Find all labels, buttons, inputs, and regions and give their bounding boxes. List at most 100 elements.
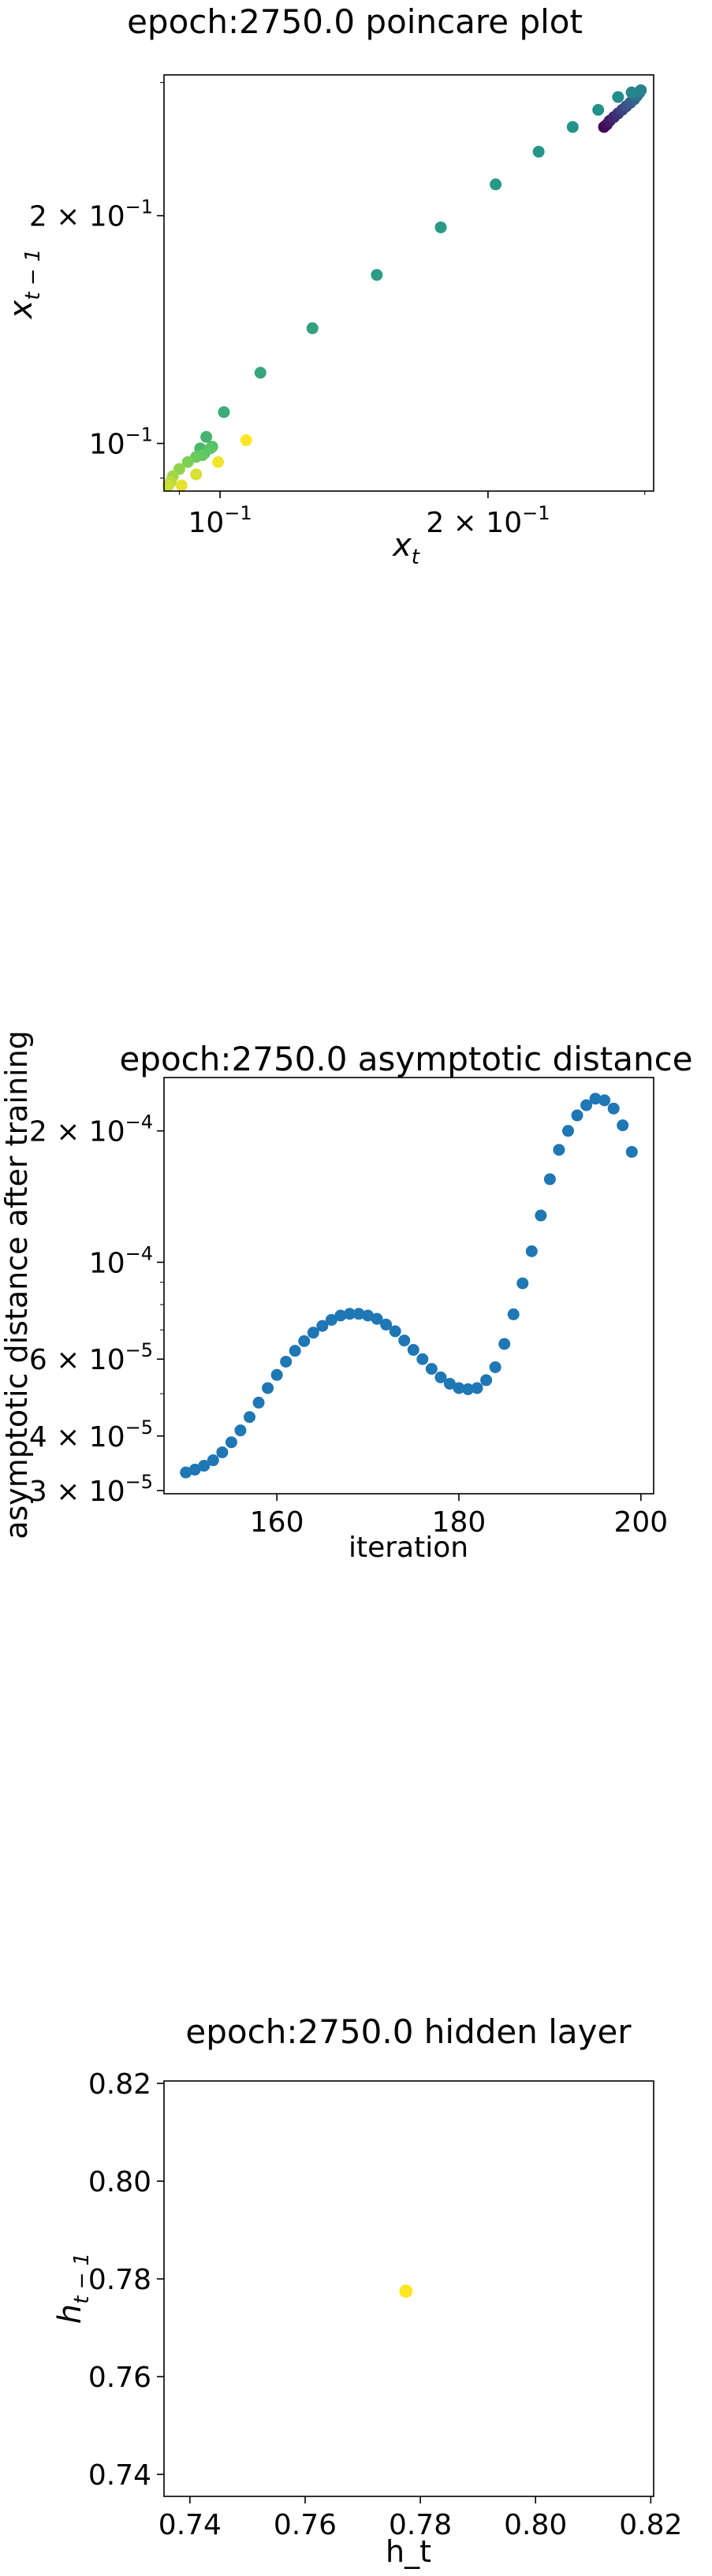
distance-point [589,1093,602,1105]
poincare-point [592,103,605,116]
distance-point [598,1094,611,1107]
poincare-point [204,442,217,455]
poincare-plot-y-label: xt − 1 [3,249,45,321]
distance-y-tick-label: 10−4 [89,1242,153,1279]
distance-point [507,1308,520,1320]
hidden-x-tick-label: 0.74 [158,2509,222,2541]
asymptotic-distance-y-ticks: 3 × 10−5 4 × 10−5 6 × 10−5 10−4 2 × 10−4 [29,1111,164,1508]
distance-point [325,1313,337,1326]
distance-x-tick-label: 180 [432,1506,486,1539]
hidden-x-tick-label: 0.80 [504,2509,567,2541]
poincare-point [218,406,230,419]
hidden-x-tick-label: 0.82 [619,2509,682,2541]
hidden-layer-point [399,2284,413,2299]
distance-y-tick-label: 4 × 10−5 [29,1416,153,1454]
distance-point [425,1363,438,1375]
distance-point [389,1325,401,1338]
poincare-point [566,121,579,133]
distance-point [343,1308,356,1320]
distance-point [362,1309,375,1322]
asymptotic-distance-points [180,1093,638,1479]
poincare-point [490,178,502,191]
hidden-layer-y-ticks: 0.74 0.76 0.78 0.80 0.82 [88,2068,164,2492]
distance-point [498,1338,511,1350]
distance-point [252,1396,265,1409]
distance-point [607,1102,620,1115]
poincare-point [240,434,252,446]
asymptotic-distance-x-label: iteration [349,1532,468,1564]
distance-x-tick-label: 160 [250,1506,304,1539]
asymptotic-distance-title: epoch:2750.0 asymptotic distance [119,1040,692,1078]
distance-x-tick-label: 200 [613,1506,668,1539]
distance-y-tick-label: 3 × 10−5 [29,1471,153,1508]
distance-point [270,1368,283,1381]
poincare-point [635,84,647,96]
distance-point [262,1382,274,1394]
poincare-x-tick-label: 2 × 10−1 [426,502,550,539]
distance-point [489,1361,501,1373]
poincare-point [175,479,188,492]
distance-point [462,1383,475,1395]
poincare-point [162,479,175,492]
poincare-point [612,91,624,103]
hidden-x-tick-label: 0.76 [274,2509,337,2541]
asymptotic-distance-frame [163,1077,654,1495]
hidden-layer-panel: epoch:2750.0 hidden layer 0.74 0.76 0.78 0.… [52,2012,682,2569]
distance-point [207,1454,219,1467]
hidden-x-tick-label: 0.78 [389,2509,452,2541]
asymptotic-distance-y-label: asymptotic distance after training [0,1030,34,1539]
distance-point [298,1335,311,1347]
distance-point [225,1436,237,1449]
poincare-plot-x-ticks: 10−1 2 × 10−1 [178,491,646,539]
poincare-y-tick-label: 10−1 [89,424,153,461]
distance-point [198,1459,211,1472]
poincare-point [190,468,203,481]
distance-point [580,1099,593,1111]
asymptotic-distance-x-ticks: 160 180 200 [250,1494,668,1539]
poincare-plot-points [162,84,647,492]
hidden-layer-title: epoch:2750.0 hidden layer [185,2012,632,2051]
distance-point [416,1353,429,1365]
distance-point [216,1446,229,1458]
distance-point [352,1308,365,1320]
distance-point [516,1277,529,1290]
distance-y-tick-label: 6 × 10−5 [29,1339,153,1376]
poincare-plot-x-label: xt [391,527,420,569]
distance-point [371,1312,383,1325]
poincare-point [625,86,638,99]
distance-point [525,1245,538,1257]
hidden-y-tick-label: 0.76 [88,2362,151,2394]
distance-point [244,1411,256,1424]
distance-point [535,1209,547,1222]
hidden-y-tick-label: 0.74 [88,2459,151,2492]
hidden-y-tick-label: 0.80 [88,2166,151,2198]
hidden-y-tick-label: 0.78 [88,2264,151,2296]
poincare-point [434,221,447,233]
distance-point [307,1327,319,1339]
distance-point [471,1382,483,1394]
poincare-y-tick-label: 2 × 10−1 [29,196,153,233]
poincare-point [532,145,545,158]
distance-point [289,1345,301,1357]
distance-point [543,1173,556,1186]
distance-point [380,1318,393,1331]
distance-point [571,1109,583,1122]
poincare-x-tick-label: 10−1 [188,502,252,539]
distance-point [398,1335,411,1347]
hidden-layer-frame [163,2080,654,2497]
distance-point [334,1309,347,1322]
poincare-point [212,456,225,468]
poincare-plot-frame [163,74,654,492]
distance-point [561,1125,574,1137]
poincare-point [200,430,213,443]
distance-y-tick-label: 2 × 10−4 [29,1111,153,1148]
hidden-layer-x-ticks: 0.74 0.76 0.78 0.80 0.82 [158,2496,682,2541]
poincare-point [371,269,383,281]
distance-point [453,1382,465,1394]
asymptotic-distance-panel: epoch:2750.0 asymptotic distance 160 180 2… [0,1030,693,1564]
distance-point [553,1144,565,1156]
distance-point [434,1371,447,1383]
distance-point [316,1320,329,1332]
distance-point [480,1374,493,1387]
